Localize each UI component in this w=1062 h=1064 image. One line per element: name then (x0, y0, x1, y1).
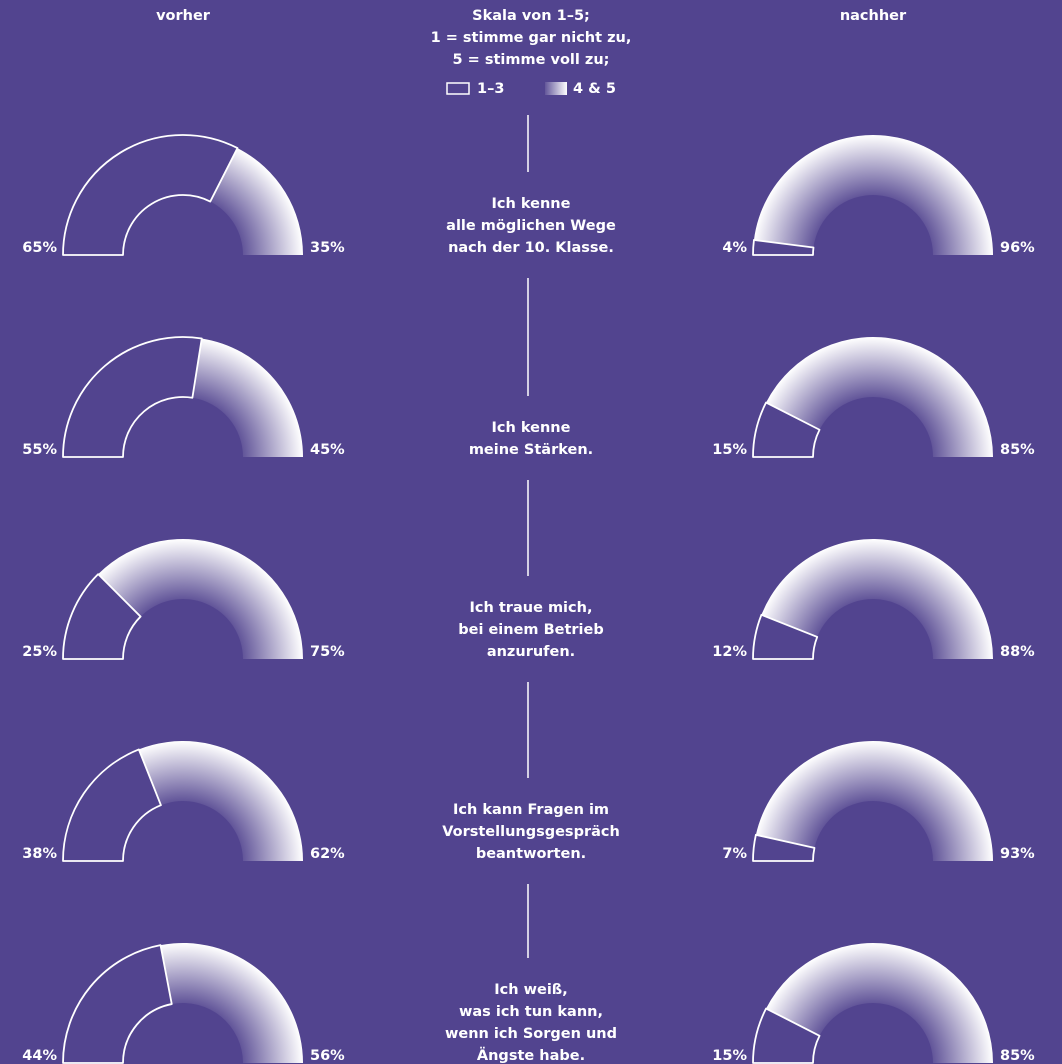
question: Ich kenne (492, 420, 571, 436)
question: was ich tun kann, (459, 1004, 603, 1020)
segment-1-3 (752, 1007, 821, 1064)
value-label: 38% (22, 846, 57, 862)
question: Ich kenne (492, 196, 571, 212)
segment-1-3 (752, 401, 821, 458)
question: Ich weiß, (494, 982, 568, 998)
segment-1-3 (62, 134, 239, 256)
question: bei einem Betrieb (458, 622, 604, 638)
value-label: 15% (712, 442, 747, 458)
value-label: 45% (310, 442, 345, 458)
legend-swatch (545, 82, 567, 95)
value-label: 7% (722, 846, 747, 862)
value-label: 93% (1000, 846, 1035, 862)
legend-label: 1–3 (477, 81, 504, 97)
value-label: 55% (22, 442, 57, 458)
value-label: 25% (22, 644, 57, 660)
scale-note: Skala von 1–5; (472, 8, 590, 24)
value-label: 4% (722, 240, 747, 256)
value-label: 96% (1000, 240, 1035, 256)
question: Ich kann Fragen im (453, 802, 609, 818)
value-label: 12% (712, 644, 747, 660)
value-label: 88% (1000, 644, 1035, 660)
question: beantworten. (476, 846, 586, 862)
value-label: 85% (1000, 1048, 1035, 1064)
question: wenn ich Sorgen und (445, 1026, 617, 1042)
segment-1-3 (752, 833, 816, 862)
legend-label: 4 & 5 (573, 81, 616, 97)
segment-4-5 (192, 338, 303, 457)
column-header: nachher (840, 8, 907, 24)
segment-4-5 (138, 741, 303, 861)
value-label: 44% (22, 1048, 57, 1064)
value-label: 62% (310, 846, 345, 862)
segment-4-5 (210, 148, 303, 255)
segment-1-3 (62, 573, 142, 660)
segment-4-5 (755, 740, 993, 861)
question: Ängste habe. (477, 1047, 585, 1064)
segment-4-5 (98, 538, 303, 659)
legend-swatch (446, 82, 470, 95)
question: nach der 10. Klasse. (448, 240, 614, 256)
segment-1-3 (752, 239, 815, 256)
question: Vorstellungsgespräch (442, 824, 620, 840)
value-label: 15% (712, 1048, 747, 1064)
scale-note: 5 = stimme voll zu; (453, 52, 610, 68)
question: anzurufen. (487, 644, 575, 660)
value-label: 75% (310, 644, 345, 660)
segment-4-5 (160, 943, 303, 1063)
segment-4-5 (766, 336, 993, 457)
column-header: vorher (156, 8, 211, 24)
segment-1-3 (62, 944, 173, 1064)
scale-note: 1 = stimme gar nicht zu, (431, 30, 632, 46)
question: Ich traue mich, (470, 600, 593, 616)
value-label: 85% (1000, 442, 1035, 458)
segment-4-5 (753, 134, 993, 255)
question: alle möglichen Wege (446, 218, 616, 234)
value-label: 35% (310, 240, 345, 256)
value-label: 56% (310, 1048, 345, 1064)
segment-1-3 (752, 613, 819, 660)
question: meine Stärken. (469, 442, 593, 458)
segment-4-5 (766, 942, 993, 1063)
segment-1-3 (62, 748, 162, 862)
value-label: 65% (22, 240, 57, 256)
segment-4-5 (761, 539, 993, 659)
segment-1-3 (62, 336, 203, 458)
